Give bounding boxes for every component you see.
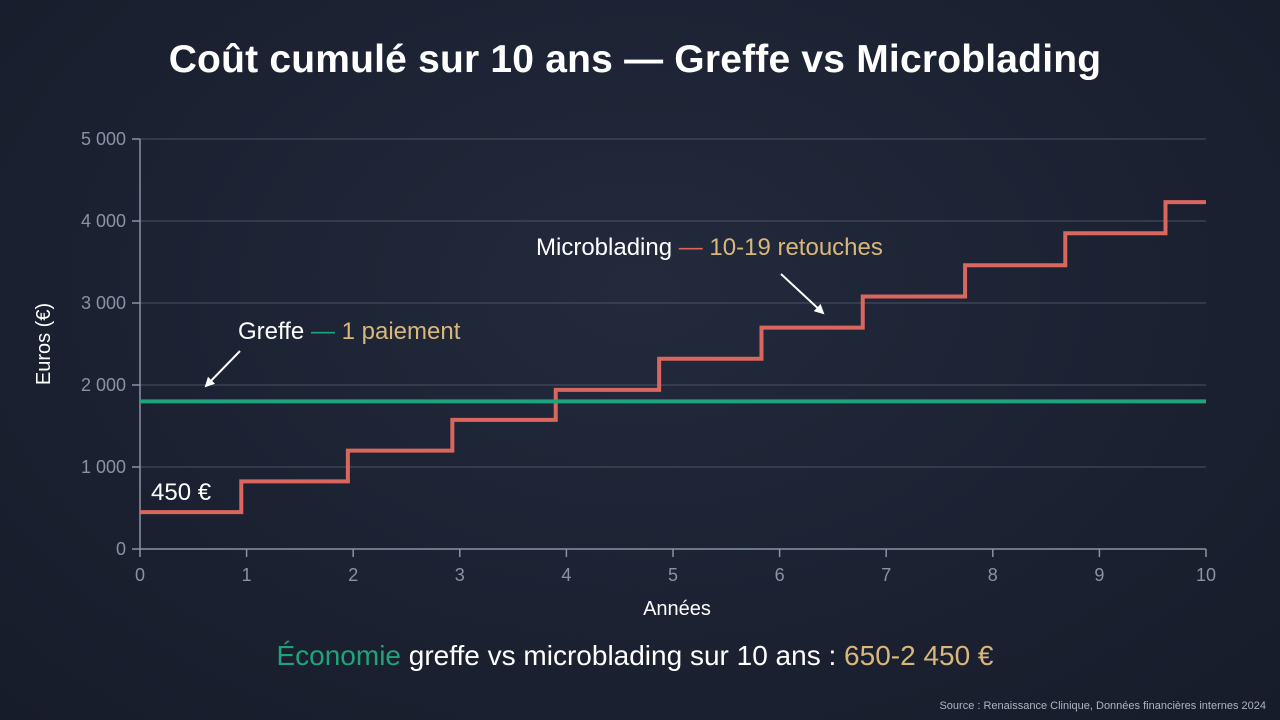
start-value-label: 450 €	[151, 479, 212, 506]
y-tick-label: 0	[116, 539, 126, 559]
x-tick-label: 1	[242, 565, 252, 585]
x-tick-label: 3	[455, 565, 465, 585]
x-tick-label: 5	[668, 565, 678, 585]
savings-value: 650-2 450 €	[844, 640, 994, 671]
y-tick-label: 5 000	[81, 129, 126, 149]
savings-summary: Économie greffe vs microblading sur 10 a…	[0, 640, 1270, 672]
grid-lines	[140, 138, 1206, 468]
series	[140, 200, 1206, 515]
greffe-annotation-detail: 1 paiement	[342, 318, 461, 345]
microblading-annotation-dash: —	[679, 234, 710, 261]
greffe-annotation-name: Greffe	[238, 318, 311, 345]
microblading-arrow	[780, 273, 825, 315]
x-tick-label: 9	[1094, 565, 1104, 585]
x-tick-label: 4	[561, 565, 571, 585]
x-tick-label: 6	[775, 565, 785, 585]
y-tick-label: 2 000	[81, 375, 126, 395]
y-tick-label: 4 000	[81, 211, 126, 231]
greffe-arrow	[204, 350, 241, 388]
greffe-annotation-dash: —	[311, 318, 342, 345]
source-note: Source : Renaissance Clinique, Données f…	[939, 700, 1266, 712]
x-tick-label: 2	[348, 565, 358, 585]
microblading-line	[140, 200, 1206, 515]
x-tick-label: 8	[988, 565, 998, 585]
x-tick-label: 10	[1196, 565, 1216, 585]
savings-highlight: Économie	[276, 640, 401, 671]
y-axis-label: Euros (€)	[33, 303, 55, 385]
chart-title: Coût cumulé sur 10 ans — Greffe vs Micro…	[168, 38, 1102, 81]
microblading-annotation-name: Microblading	[536, 234, 679, 261]
axes: 0 1 000 2 000 3 000 4 000 5 000 0 1 2 3 4 5 6 7 8 9 10 An…	[33, 129, 1216, 620]
y-tick-label: 1 000	[81, 457, 126, 477]
microblading-annotation: Microblading — 10-19 retouches	[536, 234, 883, 261]
x-tick-label: 0	[135, 565, 145, 585]
microblading-annotation-detail: 10-19 retouches	[709, 234, 882, 261]
x-tick-label: 7	[881, 565, 891, 585]
y-tick-label: 3 000	[81, 293, 126, 313]
greffe-annotation: Greffe — 1 paiement	[238, 318, 461, 345]
annotations: 450 € Microblading — 10-19 retouches Greff…	[151, 234, 883, 506]
savings-text: greffe vs microblading sur 10 ans :	[401, 640, 845, 671]
x-axis-label: Années	[643, 598, 711, 620]
